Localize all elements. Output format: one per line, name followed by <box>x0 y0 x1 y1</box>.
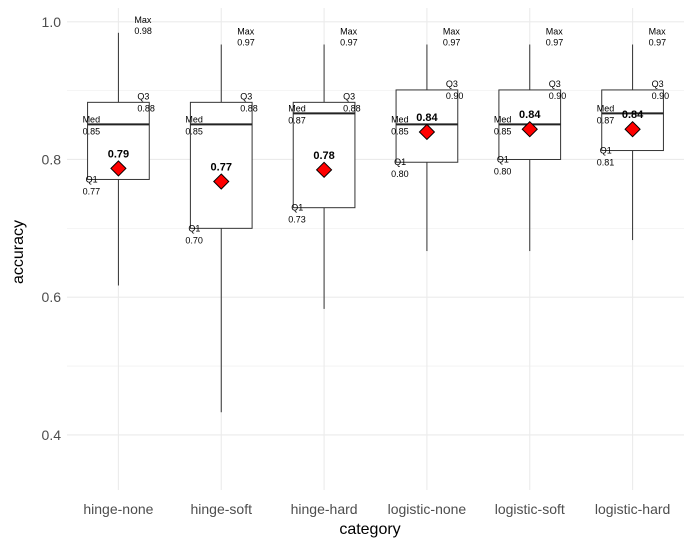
q1-annotation-title: Q1 <box>600 146 612 156</box>
y-tick-label: 1.0 <box>42 14 62 30</box>
max-annotation-title: Max <box>546 26 564 36</box>
mean-label: 0.84 <box>519 109 541 121</box>
mean-label: 0.77 <box>211 162 232 174</box>
mean-label: 0.84 <box>622 109 644 121</box>
grid-lines <box>67 8 684 490</box>
mean-marker <box>624 120 641 138</box>
median-annotation-title: Med <box>185 114 203 124</box>
q1-annotation-value: 0.77 <box>83 186 101 196</box>
y-axis-ticks: 0.4 0.6 0.8 1.0 <box>42 14 62 443</box>
q3-annotation-value: 0.88 <box>240 103 258 113</box>
median-annotation-value: 0.85 <box>391 126 409 136</box>
mean-marker <box>110 160 127 177</box>
x-tick-label: hinge-none <box>83 501 153 517</box>
x-tick-label: hinge-hard <box>291 501 358 517</box>
q1-annotation-value: 0.80 <box>391 169 409 179</box>
max-annotation-title: Max <box>340 26 358 36</box>
mean-label: 0.84 <box>416 112 438 124</box>
box-series: 0.79Max0.98Q30.88Med0.85Q10.770.77Max0.9… <box>83 15 670 413</box>
max-annotation-title: Max <box>443 26 461 36</box>
x-axis-ticks: hinge-none hinge-soft hinge-hard logistic-n… <box>83 501 670 517</box>
median-annotation-title: Med <box>597 103 615 113</box>
y-tick-label: 0.4 <box>42 427 62 443</box>
median-annotation-value: 0.87 <box>288 115 306 125</box>
box-iqr <box>601 89 664 152</box>
y-tick-label: 0.8 <box>42 151 62 167</box>
q3-annotation-value: 0.88 <box>137 103 155 113</box>
x-tick-label: logistic-hard <box>595 501 670 517</box>
mean-marker <box>521 120 538 138</box>
max-annotation-title: Max <box>134 15 152 25</box>
median-annotation-value: 0.87 <box>597 115 615 125</box>
max-annotation-title: Max <box>649 26 667 36</box>
q1-annotation-value: 0.80 <box>494 166 512 176</box>
max-annotation-value: 0.97 <box>340 37 358 47</box>
q1-annotation-value: 0.70 <box>185 235 203 245</box>
q1-annotation-title: Q1 <box>291 203 303 213</box>
q1-annotation-value: 0.73 <box>288 215 306 225</box>
q1-annotation-title: Q1 <box>86 174 98 184</box>
x-tick-label: logistic-soft <box>495 501 565 517</box>
q3-annotation-value: 0.90 <box>446 91 464 101</box>
max-annotation-value: 0.97 <box>546 37 564 47</box>
box-iqr <box>292 101 356 209</box>
q3-annotation-value: 0.90 <box>652 91 670 101</box>
mean-marker <box>213 173 230 190</box>
mean-label: 0.78 <box>313 150 334 162</box>
y-axis-title: accuracy <box>10 220 27 284</box>
median-annotation-title: Med <box>288 103 306 113</box>
q1-annotation-value: 0.81 <box>597 158 615 168</box>
q3-annotation-title: Q3 <box>549 79 561 89</box>
mean-marker <box>418 123 436 141</box>
q3-annotation-title: Q3 <box>137 91 149 101</box>
q3-annotation-title: Q3 <box>652 79 664 89</box>
median-annotation-value: 0.85 <box>185 126 203 136</box>
median-annotation-title: Med <box>391 114 409 124</box>
q3-annotation-title: Q3 <box>343 91 355 101</box>
x-tick-label: logistic-none <box>388 501 467 517</box>
q3-annotation-value: 0.90 <box>549 91 567 101</box>
q1-annotation-title: Q1 <box>497 154 509 164</box>
x-axis-title: category <box>339 521 400 538</box>
max-annotation-value: 0.98 <box>134 26 152 36</box>
y-tick-label: 0.6 <box>42 289 62 305</box>
box-iqr <box>189 101 253 229</box>
mean-marker <box>315 161 333 179</box>
q1-annotation-title: Q1 <box>394 157 406 167</box>
x-tick-label: hinge-soft <box>191 501 253 517</box>
q3-annotation-title: Q3 <box>240 91 252 101</box>
q3-annotation-title: Q3 <box>446 79 458 89</box>
mean-label: 0.79 <box>108 148 129 160</box>
median-annotation-title: Med <box>494 114 512 124</box>
max-annotation-title: Max <box>237 26 255 36</box>
max-annotation-value: 0.97 <box>237 37 255 47</box>
median-annotation-value: 0.85 <box>83 126 101 136</box>
median-annotation-title: Med <box>83 114 101 124</box>
q3-annotation-value: 0.88 <box>343 103 361 113</box>
median-annotation-value: 0.85 <box>494 126 512 136</box>
max-annotation-value: 0.97 <box>649 37 667 47</box>
max-annotation-value: 0.97 <box>443 37 461 47</box>
q1-annotation-title: Q1 <box>188 223 200 233</box>
